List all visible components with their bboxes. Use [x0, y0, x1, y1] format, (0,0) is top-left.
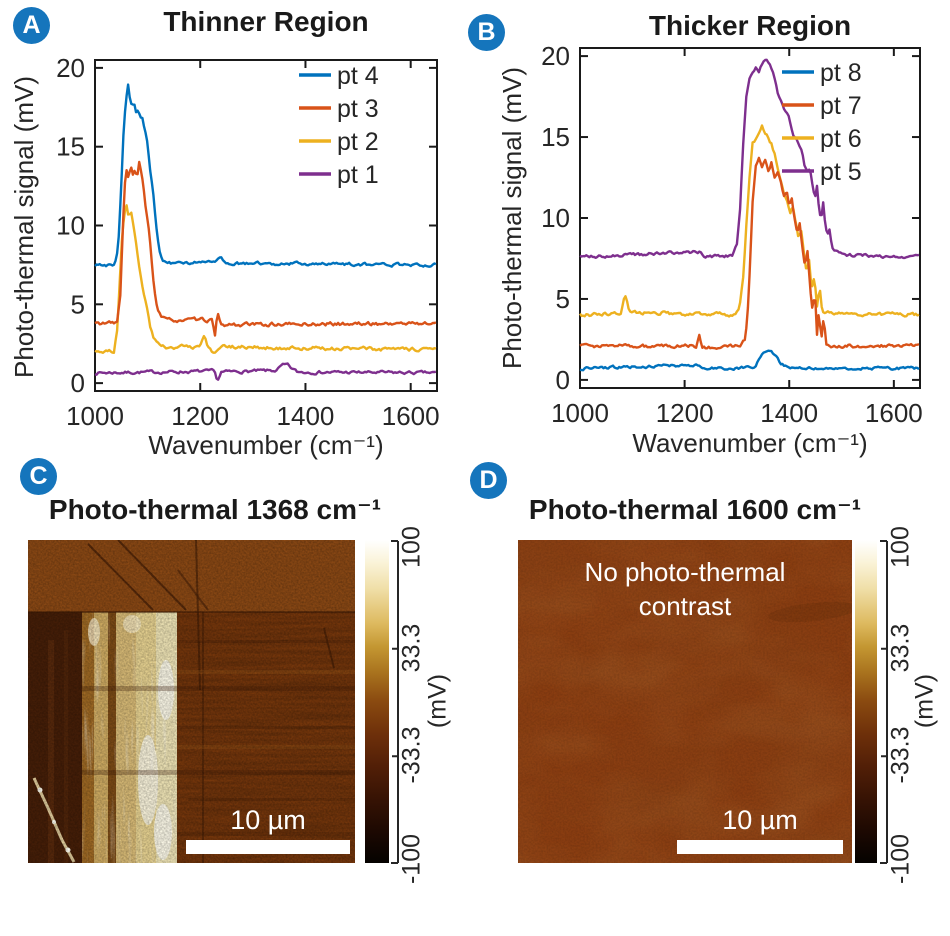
series-line-pt-7	[579, 156, 920, 350]
legend-label-pt-1: pt 1	[337, 161, 379, 189]
y-tick-label: 15	[541, 122, 570, 152]
panel-c-scalebar	[186, 840, 350, 854]
afm-map-1368-image	[28, 540, 355, 863]
x-tick-label: 1600	[382, 401, 440, 431]
legend-label-pt-2: pt 2	[337, 128, 379, 156]
panel-c-image	[28, 540, 355, 863]
panel-d-scalebar	[677, 840, 843, 854]
legend-label-pt-7: pt 7	[820, 92, 862, 120]
series-line-pt-3	[94, 160, 437, 337]
colorbar-tick-100: 100	[886, 526, 915, 568]
panel-a: A Thinner Region Photo-thermal signal (m…	[0, 0, 475, 465]
panel-c-badge: C	[20, 458, 57, 495]
panel-c-colorbar	[365, 540, 389, 863]
y-tick-label: 0	[556, 365, 570, 395]
panel-d-image	[518, 540, 852, 863]
x-tick-label: 1600	[865, 398, 923, 428]
legend-label-pt-3: pt 3	[337, 95, 379, 123]
panel-c: C Photo-thermal 1368 cm⁻¹	[0, 455, 470, 936]
x-tick-label: 1400	[277, 401, 335, 431]
panel-b-title: Thicker Region	[648, 10, 852, 41]
series-line-pt-8	[579, 349, 920, 372]
panel-d-colorbar	[855, 540, 877, 863]
panel-b: B Thicker Region Photo-thermal signal (m…	[455, 0, 950, 465]
axes-box	[94, 59, 438, 392]
colorbar-tick-neg33: -33.3	[886, 726, 915, 784]
legend-label-pt-8: pt 8	[820, 59, 862, 87]
panel-d-overlay-line2: contrast	[638, 591, 732, 621]
y-tick-label: 5	[71, 289, 85, 319]
panel-d-scalebar-label: 10 µm	[722, 805, 798, 835]
panel-a-badge: A	[13, 7, 50, 44]
panel-c-colorbar-unit: (mV)	[423, 673, 452, 729]
panel-d-badge: D	[470, 462, 507, 499]
y-tick-label: 20	[541, 41, 570, 71]
x-tick-label: 1200	[171, 401, 229, 431]
colorbar-tick-neg100: -100	[397, 833, 426, 885]
panel-b-xlabel: Wavenumber (cm⁻¹)	[632, 428, 868, 458]
panel-c-colorbar-axis	[391, 540, 399, 864]
y-tick-label: 20	[56, 53, 85, 83]
series-line-pt-4	[94, 83, 437, 268]
colorbar-tick-33: 33.3	[397, 623, 426, 673]
chart-b: 1000 1200 1400 1600 0 5 10 15 20 pt 8 pt 7 pt 6 pt 5	[510, 34, 950, 448]
panel-d-colorbar-axis	[880, 540, 888, 864]
x-tick-label: 1200	[656, 398, 714, 428]
series-line-pt-6	[579, 124, 920, 318]
colorbar-tick-100: 100	[397, 526, 426, 568]
y-tick-label: 10	[56, 211, 85, 241]
afm-map-1600-image	[518, 540, 852, 863]
colorbar-tick-neg100: -100	[886, 833, 915, 885]
chart-b-svg: 1000 1200 1400 1600 0 5 10 15 20 pt 8 pt 7 pt 6 pt 5	[541, 41, 923, 428]
panel-b-badge: B	[468, 14, 505, 51]
colorbar-tick-neg33: -33.3	[397, 726, 426, 784]
legend-label-pt-4: pt 4	[337, 62, 379, 90]
legend-label-pt-6: pt 6	[820, 125, 862, 153]
panel-c-scalebar-label: 10 µm	[230, 805, 306, 835]
chart-a: 1000 1200 1400 1600 0 5 10 15 20 pt 4 pt 3 pt 2 pt 1	[25, 46, 465, 451]
panel-d-colorbar-unit: (mV)	[910, 673, 939, 729]
colorbar-tick-33: 33.3	[886, 623, 915, 673]
y-tick-label: 5	[556, 284, 570, 314]
y-tick-label: 10	[541, 203, 570, 233]
y-tick-label: 15	[56, 132, 85, 162]
legend-label-pt-5: pt 5	[820, 158, 862, 186]
panel-a-xlabel: Wavenumber (cm⁻¹)	[148, 430, 384, 460]
series-line-pt-2	[94, 204, 437, 354]
axes-box	[579, 47, 921, 389]
panel-d: D Photo-thermal 1600 cm⁻¹	[455, 455, 950, 936]
panel-d-overlay-line1: No photo-thermal	[584, 557, 786, 587]
panel-d-title: Photo-thermal 1600 cm⁻¹	[528, 494, 862, 525]
x-tick-label: 1000	[551, 398, 609, 428]
chart-a-svg: 1000 1200 1400 1600 0 5 10 15 20 pt 4 pt 3 pt 2 pt 1	[56, 53, 440, 431]
x-tick-label: 1400	[760, 398, 818, 428]
panel-c-title: Photo-thermal 1368 cm⁻¹	[48, 494, 382, 525]
panel-a-title: Thinner Region	[163, 6, 369, 37]
y-tick-label: 0	[71, 368, 85, 398]
series-line-pt-1	[94, 362, 437, 381]
series-line-pt-5	[579, 58, 920, 260]
x-tick-label: 1000	[66, 401, 124, 431]
